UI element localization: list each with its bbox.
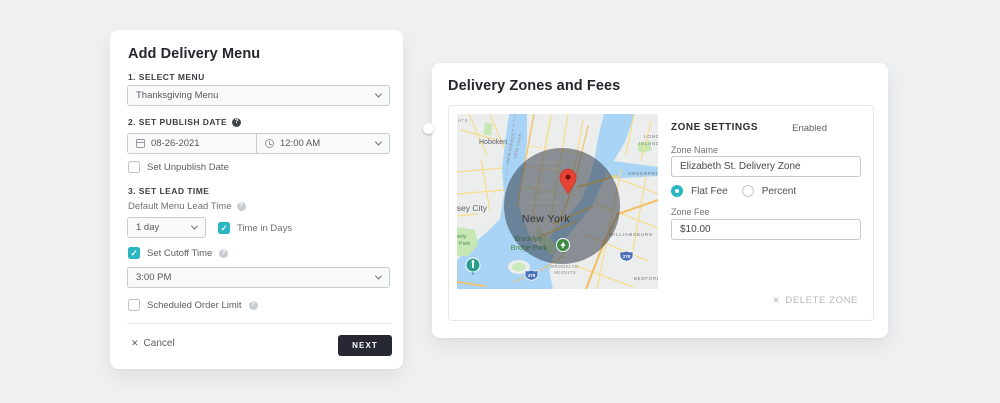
map-label-lic-2: ISLAND CITY	[639, 141, 658, 146]
interstate-478-shield: 478	[524, 269, 539, 281]
menu-select-value: Thanksgiving Menu	[136, 90, 219, 101]
publish-date-input[interactable]: 08-26-2021	[127, 133, 257, 154]
publish-time-select[interactable]: 12:00 AM	[257, 133, 390, 154]
map-label-bedford: BEDFORD	[634, 276, 658, 281]
cutoff-time-checkbox[interactable]	[128, 247, 140, 259]
help-icon[interactable]	[248, 300, 258, 310]
map-label-jersey-city: Jersey City	[457, 203, 488, 213]
zone-settings-heading: ZONE SETTINGS	[671, 122, 759, 133]
cutoff-time-value: 3:00 PM	[136, 272, 172, 283]
delivery-zones-card: Delivery Zones and Fees	[432, 63, 888, 338]
section-label-select-menu: 1. SELECT MENU	[128, 72, 205, 82]
lead-time-value: 1 day	[136, 222, 160, 233]
close-icon: ✕	[772, 295, 781, 305]
park-pin-icon[interactable]	[556, 238, 570, 255]
publish-time-value: 12:00 AM	[280, 138, 321, 149]
flat-fee-radio[interactable]	[671, 185, 683, 197]
unpublish-date-label: Set Unpublish Date	[147, 161, 229, 173]
map-label-new-york-state: NEW YORK	[513, 133, 522, 159]
enabled-label: Enabled	[792, 123, 827, 134]
zone-name-label: Zone Name	[671, 145, 719, 155]
chevron-down-icon	[190, 222, 199, 230]
cutoff-time-select[interactable]: 3:00 PM	[127, 267, 390, 288]
interstate-278-shield: 278	[619, 250, 634, 262]
help-icon[interactable]	[219, 248, 229, 258]
map-label-greenwich: GREENWICH	[533, 160, 564, 165]
map-label-brooklyn-heights: BROOKLYN	[551, 264, 579, 269]
map-label-hoboken: Hoboken	[479, 139, 507, 146]
zone-radius-circle[interactable]	[504, 148, 620, 264]
map-label-new-jersey: NEW JERSEY	[506, 132, 516, 163]
help-icon[interactable]	[232, 117, 242, 127]
map-label-greenpoint: GREENPOINT	[628, 171, 658, 176]
svg-text:278: 278	[623, 254, 631, 259]
publish-date-value: 08-26-2021	[151, 138, 200, 149]
cutoff-time-label: Set Cutoff Time	[147, 247, 213, 259]
map-label-greenwich-2: VILLAGE	[538, 166, 559, 171]
map-label-brooklyn-heights-2: HEIGHTS	[554, 270, 577, 275]
zone-fee-input[interactable]	[671, 219, 861, 240]
percent-radio[interactable]	[741, 185, 754, 197]
add-delivery-menu-card: Add Delivery Menu 1. SELECT MENU Thanksg…	[110, 30, 403, 369]
flat-fee-label: Flat Fee	[691, 185, 728, 197]
zone-panel: HTS Hoboken NEW JERSEY NEW YORK Jersey C…	[448, 105, 874, 321]
chevron-down-icon	[374, 90, 383, 98]
chevron-down-icon	[374, 138, 383, 146]
cancel-label: Cancel	[143, 338, 175, 349]
order-limit-label: Scheduled Order Limit	[147, 299, 242, 311]
map-label-new-york: New York	[522, 213, 571, 225]
map-label-lic: LONG	[644, 134, 658, 139]
percent-label: Percent	[761, 185, 797, 197]
map-label-liberty: Liberty	[457, 234, 467, 240]
chevron-down-icon	[374, 272, 383, 280]
delete-zone-button[interactable]: ✕ DELETE ZONE	[772, 295, 858, 306]
unpublish-date-checkbox[interactable]	[128, 161, 140, 173]
time-in-days-label: Time in Days	[237, 222, 293, 234]
zone-name-input[interactable]	[671, 156, 861, 177]
menu-select[interactable]: Thanksgiving Menu	[127, 85, 390, 106]
next-button[interactable]: NEXT	[338, 335, 392, 356]
map-label-soho: SOHO	[534, 183, 549, 188]
map-inner-labels: GREENWICH VILLAGE SOHO LOWER MANHATTAN N…	[522, 160, 571, 225]
map-label-williamsburg: WILLIAMSBURG	[609, 232, 653, 237]
help-icon[interactable]	[236, 202, 246, 211]
svg-text:478: 478	[528, 273, 536, 278]
clock-icon	[265, 139, 274, 148]
map-label-hts: HTS	[458, 118, 468, 123]
footer-divider	[127, 323, 391, 324]
zone-fee-label: Zone Fee	[671, 207, 710, 217]
section-label-publish-date: 2. SET PUBLISH DATE	[128, 117, 228, 127]
zone-pin-icon[interactable]	[559, 168, 577, 195]
page-title: Delivery Zones and Fees	[448, 78, 621, 94]
section-label-lead-time: 3. SET LEAD TIME	[128, 186, 210, 196]
default-lead-time-label: Default Menu Lead Time	[128, 201, 232, 212]
order-limit-checkbox[interactable]	[128, 299, 140, 311]
time-in-days-checkbox[interactable]	[218, 222, 230, 234]
delete-zone-label: DELETE ZONE	[785, 295, 858, 306]
page-title: Add Delivery Menu	[128, 46, 261, 62]
publish-datetime-group: 08-26-2021 12:00 AM	[127, 133, 390, 154]
lead-time-select[interactable]: 1 day	[127, 217, 206, 238]
calendar-icon	[136, 139, 145, 148]
close-icon: ✕	[131, 338, 139, 348]
cancel-button[interactable]: ✕ Cancel	[131, 338, 175, 349]
map-label-lower-manhattan-2: MANHATTAN	[530, 200, 561, 205]
map-label-liberty-2: Park	[459, 241, 471, 247]
map-state-boundary	[504, 114, 516, 185]
map-label-lower-manhattan: LOWER	[536, 194, 554, 199]
delivery-zone-map[interactable]: HTS Hoboken NEW JERSEY NEW YORK Jersey C…	[457, 114, 658, 289]
attraction-pin-icon[interactable]	[465, 257, 481, 276]
